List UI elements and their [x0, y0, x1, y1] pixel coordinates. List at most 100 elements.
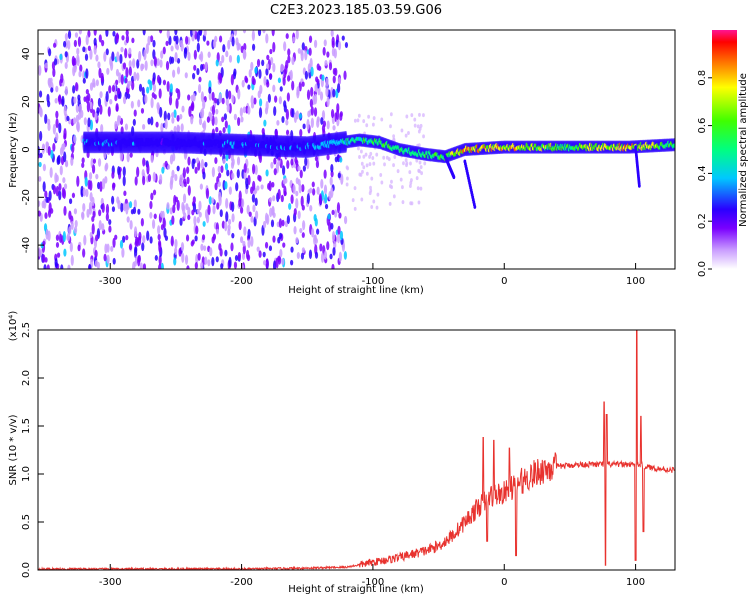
spectrogram-cell — [173, 109, 177, 118]
spectrogram-cell — [420, 171, 423, 176]
spectrogram-cell — [291, 56, 295, 66]
spectrogram-cell — [115, 68, 120, 77]
spectrogram-cell — [74, 32, 79, 38]
spectrogram-cell — [285, 33, 289, 40]
spectrogram-cell — [326, 154, 330, 161]
spectrogram-cell — [215, 59, 219, 67]
y-tick-label: 20 — [21, 95, 32, 108]
spectrogram-cell — [262, 251, 266, 258]
spectrogram-cell — [152, 39, 156, 48]
spectrogram-cell — [179, 217, 183, 226]
spectrogram-cell — [224, 249, 228, 257]
spectrogram-cell — [61, 95, 65, 107]
spectrogram-cell — [163, 110, 167, 122]
spectrogram-cell — [174, 238, 178, 249]
spectrogram-cell — [199, 51, 204, 63]
y-tick-label: 0.5 — [21, 514, 32, 530]
x-tick-label: -300 — [99, 276, 122, 287]
spectrogram-cell — [176, 199, 180, 211]
spectrogram-cell — [331, 209, 335, 216]
spectrogram-cell — [200, 243, 204, 251]
spectrogram-cell — [142, 157, 146, 167]
spectrogram-cell — [89, 180, 93, 191]
spectrogram-cell — [66, 232, 71, 242]
spectrogram-cell — [359, 172, 363, 177]
spectrogram-cell — [192, 30, 196, 37]
spectrogram-cell — [150, 97, 154, 109]
spectrogram-cell — [38, 90, 43, 98]
spectrogram-cell — [179, 113, 183, 120]
spectrogram-cell — [142, 123, 146, 130]
spectrogram-cell — [306, 89, 311, 101]
spectrogram-cell — [364, 152, 368, 157]
spectrogram-cell — [277, 236, 281, 244]
spectrogram-cell — [186, 176, 190, 185]
spectrogram-cell — [168, 95, 173, 106]
colorbar-tick-label: 0.4 — [697, 165, 708, 181]
spectrogram-cell — [125, 66, 129, 78]
spectrogram-cell — [112, 257, 116, 265]
spectrogram-cell — [156, 102, 160, 111]
spectrogram-cell — [196, 31, 200, 43]
spectrogram-cell — [371, 122, 375, 127]
spectrogram-cell — [73, 135, 77, 144]
spectrogram-cell — [64, 51, 68, 58]
spectrogram-cell — [192, 158, 196, 164]
spectrogram-cell — [320, 178, 324, 189]
spectrogram-cell — [128, 47, 132, 55]
spectrogram-cell — [282, 178, 286, 185]
spectrogram-cell — [292, 184, 296, 195]
spectrogram-cell — [201, 234, 206, 241]
spectrogram-cell — [285, 60, 289, 69]
spectrogram-cell — [52, 42, 57, 48]
spectrogram-cell — [146, 163, 150, 175]
spectrogram-cell — [77, 94, 81, 101]
spectrogram-cell — [365, 171, 369, 176]
spectrogram-cell — [55, 241, 60, 248]
spectrogram-cell — [328, 62, 333, 71]
spectrogram-cell — [44, 113, 48, 124]
spectrogram-cell — [181, 252, 185, 263]
spectrogram-cell — [280, 194, 284, 203]
spectrogram-cell — [258, 68, 262, 79]
spectrogram-cell — [95, 173, 99, 180]
spectrogram-cell — [160, 50, 164, 59]
spectrogram-cell — [197, 83, 202, 94]
spectrogram-cell — [254, 197, 258, 207]
spectrogram-cell — [240, 116, 244, 123]
spectrogram-cell — [286, 160, 290, 169]
spectrogram-cell — [151, 92, 155, 99]
spectrogram-cell — [325, 77, 329, 88]
spectrogram-cell — [161, 166, 165, 174]
spectrogram-cell — [292, 36, 296, 43]
spectrogram-cell — [73, 208, 78, 215]
spectrogram-cell — [258, 250, 262, 258]
spectrogram-cell — [246, 167, 250, 174]
spectrogram-cell — [165, 60, 170, 71]
figure-title: C2E3.2023.185.03.59.G06 — [270, 3, 442, 18]
spectrogram-cell — [310, 106, 314, 116]
spectrogram-cell — [221, 97, 225, 105]
spectrogram-cell — [308, 249, 313, 260]
spectrogram-cell — [149, 211, 153, 219]
spectrogram-cell — [82, 46, 86, 53]
spectrogram-cell — [270, 219, 275, 228]
spectrogram-cell — [302, 123, 306, 130]
spectrogram-cell — [218, 195, 222, 206]
spectrogram-cell — [343, 215, 348, 225]
spectrogram-cell — [404, 133, 408, 138]
spectrogram-cell — [142, 263, 147, 269]
spectrogram-cell — [254, 210, 259, 220]
spectrogram-cell — [50, 87, 54, 93]
spectrogram-cell — [70, 254, 74, 266]
spectrogram-cell — [285, 109, 289, 121]
spectrogram-cell — [101, 223, 105, 232]
spectrogram-cell — [224, 163, 229, 171]
spectrogram-cell — [47, 145, 51, 156]
spectrogram-cell — [338, 251, 342, 262]
spectrogram-cell — [199, 183, 203, 190]
spectrogram-cell — [295, 30, 299, 40]
spectrogram-cell — [320, 252, 325, 263]
spectrogram-cell — [337, 83, 341, 94]
